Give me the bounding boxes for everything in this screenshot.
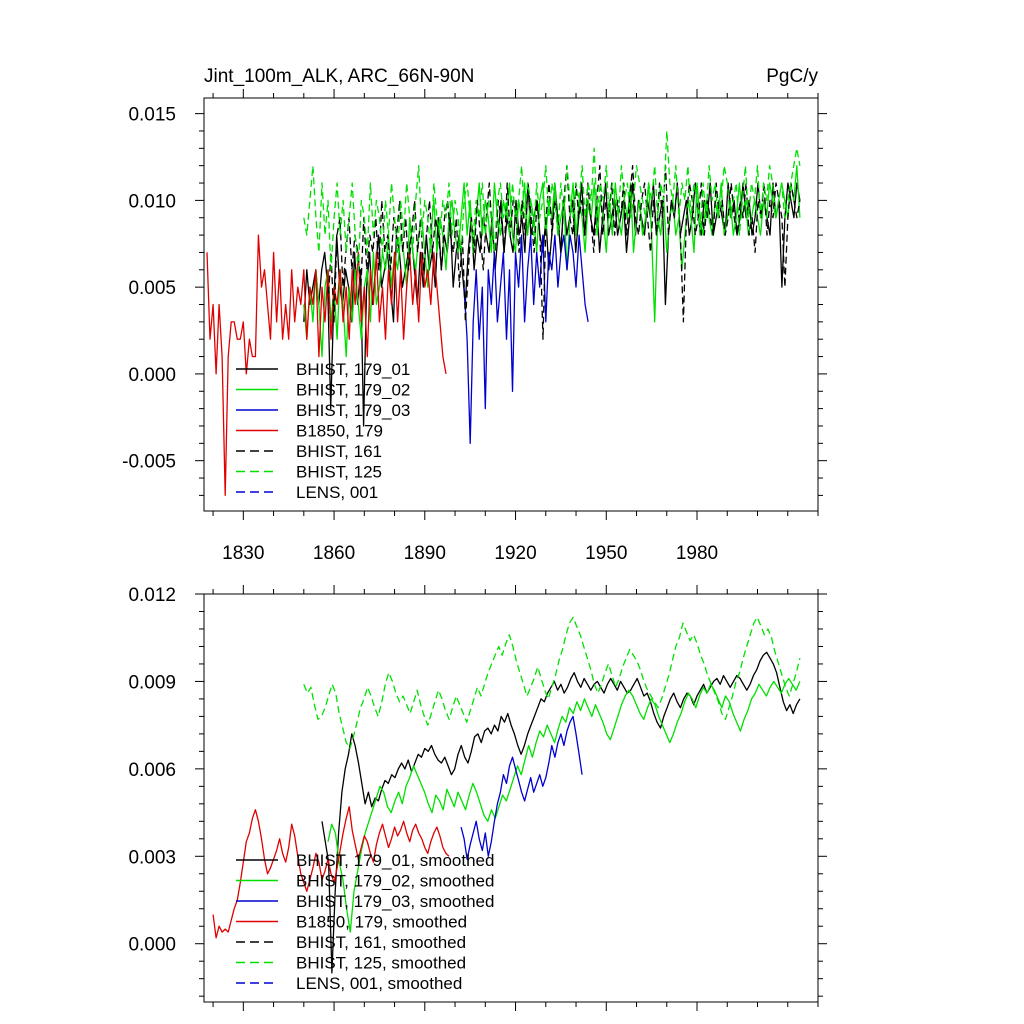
y-tick-label: 0.000 (128, 365, 176, 386)
legend-label: BHIST, 125, smoothed (296, 954, 466, 973)
legend-label: BHIST, 179_02 (296, 381, 410, 400)
series-line (321, 651, 801, 974)
y-tick-label: 0.000 (128, 935, 176, 956)
y-tick-label: -0.005 (122, 452, 176, 473)
panel-raw: 1830 1860 1890 1920 1950 1980 -0.005 0.000 0.005… (122, 89, 827, 564)
legend-label: BHIST, 179_01 (296, 360, 410, 379)
legend-label: BHIST, 179_03 (296, 401, 410, 420)
legend-label: BHIST, 161 (296, 442, 382, 461)
series-group (212, 616, 801, 974)
x-tick-label: 1890 (404, 543, 446, 564)
series-group (206, 130, 801, 497)
legend-label: LENS, 001 (296, 483, 378, 502)
legend-label: BHIST, 161, smoothed (296, 933, 466, 952)
panel-smoothed: 0.000 0.003 0.006 0.009 0.012 BHIST, 179_01, … (128, 585, 827, 1011)
series-line (463, 234, 589, 444)
y-tick-label: 0.009 (128, 672, 176, 693)
y-tick-label: 0.003 (128, 847, 176, 868)
y-tick-label: 0.005 (128, 278, 176, 299)
legend-label: B1850, 179, smoothed (296, 913, 467, 932)
chart-title: Jint_100m_ALK, ARC_66N-90N (204, 66, 474, 87)
plot-frame (203, 593, 819, 1003)
legend-label: LENS, 001, smoothed (296, 974, 462, 993)
units-label: PgC/y (766, 66, 818, 87)
series-line (212, 806, 450, 939)
y-tick-label: 0.010 (128, 191, 176, 212)
legend-label: BHIST, 125 (296, 463, 382, 482)
y-tick-label: 0.015 (128, 105, 176, 126)
legend-label: BHIST, 179_01, smoothed (296, 851, 494, 870)
legend-label: BHIST, 179_02, smoothed (296, 872, 494, 891)
x-tick-label: 1920 (494, 543, 536, 564)
x-tick-label: 1860 (313, 543, 355, 564)
series-line (327, 165, 801, 340)
series-line (460, 715, 583, 860)
x-tick-label: 1830 (222, 543, 264, 564)
legend-label: BHIST, 179_03, smoothed (296, 892, 494, 911)
y-tick-label: 0.012 (128, 585, 176, 606)
y-tick-label: 0.006 (128, 760, 176, 781)
series-line (303, 165, 801, 358)
x-tick-label: 1980 (676, 543, 718, 564)
series-line (206, 234, 447, 497)
series-line (303, 130, 801, 271)
series-line (327, 677, 801, 933)
legend-label: B1850, 179 (296, 422, 383, 441)
series-line (303, 616, 801, 750)
x-tick-label: 1950 (585, 543, 627, 564)
